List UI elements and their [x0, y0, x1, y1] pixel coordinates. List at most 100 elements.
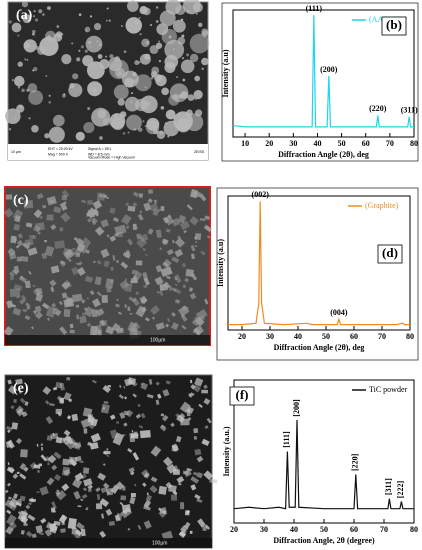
particle [87, 107, 91, 110]
particle [171, 494, 178, 501]
particle [124, 77, 134, 88]
particle [50, 432, 59, 440]
particle [99, 498, 110, 508]
particle [142, 120, 145, 123]
particle [192, 471, 198, 476]
particle [171, 287, 177, 292]
particle [24, 58, 27, 61]
particle [187, 417, 192, 421]
particle [170, 422, 175, 428]
particle [107, 385, 111, 388]
particle [51, 501, 57, 510]
particle [182, 284, 186, 288]
particle [7, 439, 15, 449]
particle [201, 57, 209, 66]
particle [172, 240, 175, 244]
particle [95, 308, 105, 317]
particle [109, 113, 126, 129]
particle [27, 83, 38, 93]
particle [33, 309, 37, 315]
particle [33, 464, 41, 469]
particle [152, 208, 159, 216]
particle [159, 290, 164, 297]
particle [139, 210, 143, 214]
particle [35, 287, 43, 296]
particle [120, 495, 127, 501]
particle [8, 20, 12, 24]
particle [124, 304, 127, 308]
particle [55, 309, 62, 317]
particle [120, 24, 124, 28]
particle [11, 22, 22, 33]
particle [59, 327, 64, 331]
particle [146, 492, 149, 496]
panel-label-box [381, 16, 407, 36]
plot-area [233, 379, 415, 524]
particle [80, 528, 86, 537]
particle [125, 17, 143, 34]
particle [124, 202, 130, 207]
particle [53, 206, 62, 214]
particle [128, 467, 135, 473]
particle [8, 128, 12, 131]
particle [21, 88, 25, 93]
particle [23, 42, 30, 49]
particle [87, 488, 92, 493]
particle [61, 483, 70, 492]
particle [118, 311, 122, 315]
particle [143, 202, 152, 212]
particle [89, 290, 95, 296]
x-tick-label: 50 [338, 139, 346, 148]
particle [83, 478, 93, 487]
particle [175, 283, 178, 287]
particle [44, 133, 50, 139]
particle [192, 96, 195, 100]
particle [188, 287, 193, 292]
particle [139, 6, 148, 15]
particle [66, 377, 71, 381]
particle [143, 505, 151, 511]
particle [162, 456, 173, 467]
particle [137, 403, 141, 408]
particle [45, 305, 57, 318]
particle [44, 400, 50, 405]
particle [46, 477, 55, 486]
particle [76, 522, 85, 531]
particle [40, 447, 44, 451]
particle [49, 524, 58, 534]
particle [8, 497, 19, 508]
particle [32, 235, 35, 238]
particle [114, 224, 127, 236]
particle [189, 530, 193, 534]
y-axis-label: Intensity (a.u.) [222, 426, 231, 476]
peak-label: (311) [401, 106, 418, 115]
particle [160, 206, 165, 212]
particle [145, 253, 148, 256]
particle [150, 70, 158, 78]
particle [180, 313, 188, 322]
particle [204, 425, 209, 430]
particle [86, 297, 90, 300]
particle [184, 114, 188, 118]
particle [178, 483, 182, 486]
particle [159, 247, 163, 251]
particle [140, 412, 146, 419]
particle [16, 296, 21, 299]
panel-label: (f) [236, 387, 249, 402]
particle [42, 386, 52, 395]
particle [99, 136, 103, 140]
particle [147, 189, 154, 194]
particle [95, 503, 103, 510]
legend-label: TiC powder [369, 385, 407, 394]
particle [31, 533, 37, 539]
particle [92, 327, 101, 336]
particle [33, 225, 41, 233]
x-tick-label: 80 [410, 525, 418, 534]
particle [132, 393, 137, 398]
particle [173, 287, 182, 295]
x-tick-label: 70 [378, 332, 386, 341]
particle [156, 291, 160, 294]
particle [134, 60, 140, 66]
particle [56, 490, 67, 501]
particle [19, 462, 27, 470]
